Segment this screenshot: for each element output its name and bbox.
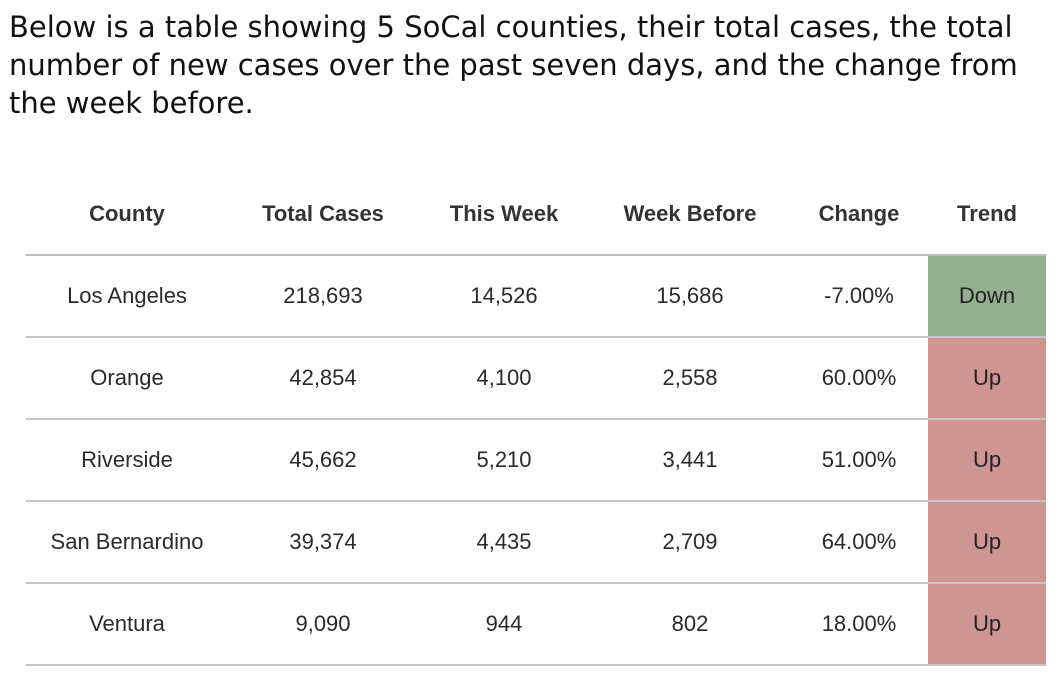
- column-header-county: County: [26, 173, 228, 256]
- table-row: Ventura 9,090 944 802 18.00% Up: [26, 583, 1046, 666]
- week-before-cell: 3,441: [590, 419, 790, 502]
- change-cell: 51.00%: [790, 419, 928, 502]
- table-row: Riverside 45,662 5,210 3,441 51.00% Up: [26, 419, 1046, 502]
- cases-table: County Total Cases This Week Week Before…: [26, 173, 1046, 666]
- county-cell: Orange: [26, 337, 228, 420]
- week-before-cell: 2,709: [590, 501, 790, 584]
- this-week-cell: 4,100: [418, 337, 590, 420]
- this-week-cell: 14,526: [418, 255, 590, 338]
- week-before-cell: 2,558: [590, 337, 790, 420]
- week-before-cell: 15,686: [590, 255, 790, 338]
- cases-table-container: County Total Cases This Week Week Before…: [26, 173, 1046, 666]
- week-before-cell: 802: [590, 583, 790, 666]
- change-cell: 60.00%: [790, 337, 928, 420]
- this-week-cell: 4,435: [418, 501, 590, 584]
- county-cell: Riverside: [26, 419, 228, 502]
- change-cell: 64.00%: [790, 501, 928, 584]
- table-row: San Bernardino 39,374 4,435 2,709 64.00%…: [26, 501, 1046, 584]
- table-header-row: County Total Cases This Week Week Before…: [26, 173, 1046, 256]
- total-cases-cell: 45,662: [228, 419, 418, 502]
- trend-cell: Up: [928, 583, 1046, 666]
- this-week-cell: 5,210: [418, 419, 590, 502]
- total-cases-cell: 42,854: [228, 337, 418, 420]
- column-header-trend: Trend: [928, 173, 1046, 256]
- column-header-change: Change: [790, 173, 928, 256]
- this-week-cell: 944: [418, 583, 590, 666]
- change-cell: -7.00%: [790, 255, 928, 338]
- intro-text: Below is a table showing 5 SoCal countie…: [9, 10, 1018, 120]
- trend-cell: Up: [928, 337, 1046, 420]
- column-header-total-cases: Total Cases: [228, 173, 418, 256]
- total-cases-cell: 39,374: [228, 501, 418, 584]
- county-cell: Ventura: [26, 583, 228, 666]
- column-header-week-before: Week Before: [590, 173, 790, 256]
- trend-cell: Up: [928, 501, 1046, 584]
- change-cell: 18.00%: [790, 583, 928, 666]
- table-row: Orange 42,854 4,100 2,558 60.00% Up: [26, 337, 1046, 420]
- total-cases-cell: 218,693: [228, 255, 418, 338]
- trend-cell: Down: [928, 255, 1046, 338]
- table-row: Los Angeles 218,693 14,526 15,686 -7.00%…: [26, 255, 1046, 338]
- column-header-this-week: This Week: [418, 173, 590, 256]
- total-cases-cell: 9,090: [228, 583, 418, 666]
- county-cell: Los Angeles: [26, 255, 228, 338]
- trend-cell: Up: [928, 419, 1046, 502]
- county-cell: San Bernardino: [26, 501, 228, 584]
